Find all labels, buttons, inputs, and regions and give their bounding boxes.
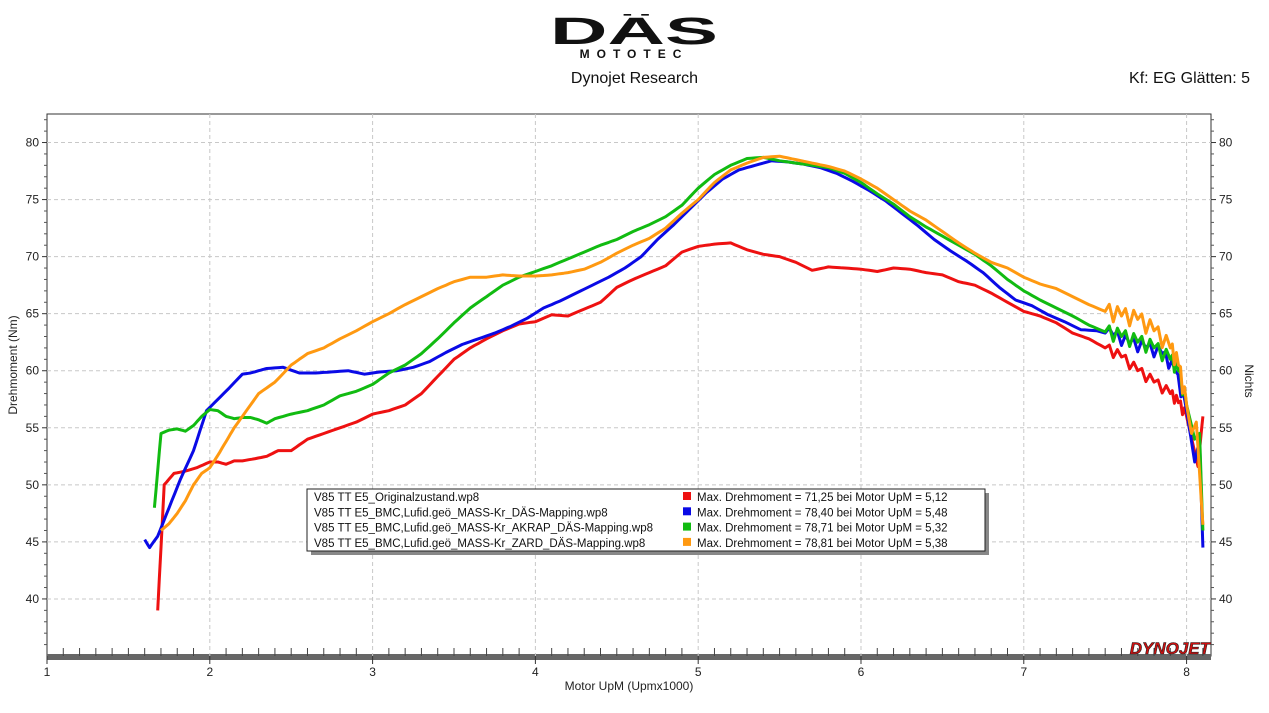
- y-tick-label-right: 55: [1219, 421, 1233, 435]
- y-tick-label: 45: [26, 535, 40, 549]
- y-tick-label-right: 75: [1219, 193, 1233, 207]
- series-line-2: [143, 159, 1205, 550]
- x-tick-label: 4: [532, 665, 539, 679]
- y-tick-label-right: 40: [1219, 592, 1233, 606]
- legend-swatch: [683, 522, 691, 531]
- smoothing-label: Kf: EG Glätten: 5: [1129, 70, 1250, 87]
- y-tick-label-right: 70: [1219, 250, 1233, 264]
- x-tick-label: 1: [44, 665, 51, 679]
- legend-swatch: [683, 492, 691, 500]
- series-line-1: [156, 241, 1205, 611]
- x-tick-label: 5: [695, 665, 702, 679]
- y-tick-label: 75: [26, 193, 40, 207]
- x-tick-label: 3: [369, 665, 376, 679]
- y-tick-label: 80: [26, 136, 40, 150]
- legend-file-name: V85 TT E5_BMC,Lufid.geö_MASS-Kr_DÄS-Mapp…: [314, 507, 608, 519]
- subtitle-text: Dynojet Research: [570, 70, 699, 87]
- x-tick-label: 7: [1020, 665, 1027, 679]
- y-tick-label: 60: [26, 364, 40, 378]
- logo-brand-bottom: MOTOTEC: [580, 47, 689, 60]
- series-line-3: [152, 155, 1205, 531]
- legend-file-name: V85 TT E5_Originalzustand.wp8: [314, 492, 479, 504]
- das-mototec-logo: DÄS MOTOTEC: [550, 14, 718, 60]
- legend-swatch: [683, 537, 691, 546]
- x-axis-band: [47, 654, 1211, 660]
- y-tick-label-right: 80: [1219, 136, 1233, 150]
- series-line-4: [160, 154, 1205, 532]
- y-tick-label-right: 50: [1219, 478, 1233, 492]
- y-tick-label-right: 60: [1219, 364, 1233, 378]
- chart-subtitle: Dynojet Research: [0, 70, 1269, 88]
- x-axis-label: Motor UpM (Upmx1000): [565, 679, 694, 693]
- legend-swatch: [683, 507, 691, 516]
- y-tick-label-right: 65: [1219, 307, 1233, 321]
- y-tick-label: 65: [26, 307, 40, 321]
- legend-max-text: Max. Drehmoment = 78,71 bei Motor UpM = …: [697, 523, 948, 535]
- x-tick-label: 2: [206, 665, 213, 679]
- legend-file-name: V85 TT E5_BMC,Lufid.geö_MASS-Kr_AKRAP_DÄ…: [314, 523, 653, 535]
- dynojet-logo: DYNOJET: [1130, 639, 1212, 658]
- logo-brand-top: DÄS: [550, 14, 718, 53]
- legend-box: [306, 488, 986, 552]
- x-tick-label: 6: [858, 665, 865, 679]
- y-tick-label: 40: [26, 592, 40, 606]
- y-axis-label: Drehmoment (Nm): [6, 315, 20, 414]
- y-tick-label-right: 45: [1219, 535, 1233, 549]
- y-tick-label: 70: [26, 250, 40, 264]
- y-tick-label: 50: [26, 478, 40, 492]
- y-axis-label-right: Nichts: [1242, 364, 1256, 397]
- plot-area: [46, 113, 1212, 657]
- x-tick-label: 8: [1183, 665, 1190, 679]
- legend-max-text: Max. Drehmoment = 78,81 bei Motor UpM = …: [697, 538, 948, 550]
- legend-max-text: Max. Drehmoment = 71,25 bei Motor UpM = …: [697, 492, 948, 504]
- legend-max-text: Max. Drehmoment = 78,40 bei Motor UpM = …: [697, 507, 948, 519]
- legend-file-name: V85 TT E5_BMC,Lufid.geö_MASS-Kr_ZARD_DÄS…: [314, 538, 645, 550]
- y-tick-label: 55: [26, 421, 40, 435]
